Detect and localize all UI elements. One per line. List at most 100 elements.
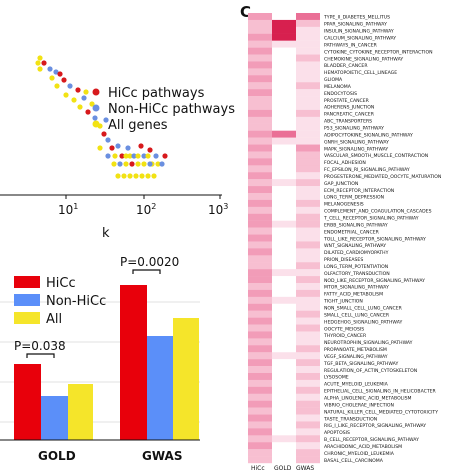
heatmap-cell bbox=[272, 310, 296, 318]
scatter-point bbox=[159, 161, 165, 167]
heatmap-row-label: SMALL_CELL_LUNG_CANCER bbox=[324, 312, 390, 318]
heatmap-cell bbox=[296, 296, 320, 304]
heatmap-row-label: TASTE_TRANSDUCTION bbox=[323, 416, 377, 422]
heatmap-cell bbox=[272, 75, 296, 83]
heatmap-row-label: OLFACTORY_TRANSDUCTION bbox=[324, 271, 390, 277]
heatmap-cell bbox=[248, 103, 272, 111]
heatmap-cell bbox=[296, 324, 320, 332]
scatter-point bbox=[67, 83, 73, 89]
scatter-point bbox=[147, 161, 153, 167]
scatter-point bbox=[125, 145, 131, 151]
heatmap-cell bbox=[272, 54, 296, 62]
heatmap-cell bbox=[296, 407, 320, 415]
scatter-point bbox=[109, 145, 115, 151]
heatmap-cell bbox=[248, 359, 272, 367]
scatter-x-ticks: 101 102 103 bbox=[58, 195, 228, 217]
heatmap-row-label: ARACHIDONIC_ACID_METABOLISM bbox=[324, 444, 402, 450]
heatmap-cell bbox=[272, 199, 296, 208]
legend-swatch-hicc bbox=[14, 276, 40, 288]
heatmap-cell bbox=[272, 151, 296, 159]
bar-gold-non-hicc bbox=[41, 396, 68, 440]
scatter-point bbox=[119, 153, 125, 159]
scatter-point bbox=[145, 173, 151, 179]
scatter-point bbox=[57, 71, 63, 77]
heatmap-cell bbox=[296, 303, 320, 311]
heatmap-cell bbox=[296, 421, 320, 429]
heatmap-cell bbox=[272, 40, 296, 48]
heatmap-row-label: NEUROTROPHIN_SIGNALING_PATHWAY bbox=[324, 340, 413, 346]
scatter-point bbox=[151, 173, 157, 179]
heatmap-cell bbox=[296, 130, 320, 138]
legend-label-hicc: HiCc bbox=[46, 276, 76, 291]
heatmap-cell bbox=[272, 33, 296, 41]
heatmap-cell bbox=[272, 103, 296, 111]
heatmap-cell bbox=[272, 442, 296, 450]
heatmap-row-label: DILATED_CARDIOMYOPATHY bbox=[324, 250, 389, 256]
heatmap-cell bbox=[296, 47, 320, 55]
heatmap-cell bbox=[272, 414, 296, 422]
scatter-point bbox=[139, 173, 145, 179]
bar-gwas-all bbox=[173, 318, 199, 440]
heatmap-cell bbox=[248, 19, 272, 28]
heatmap-cell bbox=[296, 220, 320, 228]
heatmap-row-label: B_CELL_RECEPTOR_SIGNALING_PATHWAY bbox=[324, 437, 419, 443]
heatmap-row-label: PPAR_SIGNALING_PATHWAY bbox=[324, 22, 387, 28]
legend-label-all-genes: All genes bbox=[108, 118, 168, 133]
heatmap-row-label: ALPHA_LINOLENIC_ACID_METABOLISM bbox=[324, 395, 412, 401]
heatmap-cell bbox=[272, 179, 296, 187]
scatter-point bbox=[63, 92, 69, 98]
scatter-point bbox=[75, 87, 81, 93]
heatmap-cell bbox=[272, 137, 296, 145]
scatter-point bbox=[61, 77, 67, 83]
heatmap-cell bbox=[272, 19, 296, 28]
legend-marker-all-genes bbox=[92, 120, 100, 128]
heatmap-row-label: LYSOSOME bbox=[324, 375, 349, 381]
heatmap-cell bbox=[248, 352, 272, 360]
heatmap-cell bbox=[296, 144, 320, 152]
heatmap-cell bbox=[272, 421, 296, 429]
bar-gwas-non-hicc bbox=[147, 336, 173, 440]
heatmap-cell bbox=[296, 359, 320, 367]
scatter-point bbox=[54, 83, 60, 89]
heatmap-cell bbox=[296, 137, 320, 145]
heatmap-cell bbox=[272, 213, 296, 221]
heatmap-cell bbox=[296, 310, 320, 318]
heatmap-cell bbox=[296, 373, 320, 381]
heatmap-cell bbox=[296, 54, 320, 62]
heatmap-row-label: LONG_TERM_POTENTIATION bbox=[324, 264, 388, 270]
heatmap-cell bbox=[296, 227, 320, 235]
scatter-point bbox=[155, 161, 161, 167]
heatmap-cell bbox=[248, 130, 272, 138]
legend-marker-non-hicc-pathways bbox=[92, 104, 100, 112]
heatmap-cell bbox=[296, 338, 320, 346]
heatmap-cell bbox=[272, 109, 296, 118]
heatmap-cell bbox=[248, 296, 272, 304]
heatmap-cell bbox=[272, 248, 296, 256]
heatmap-cell bbox=[296, 151, 320, 159]
heatmap-cell bbox=[296, 400, 320, 408]
heatmap-cell bbox=[248, 435, 272, 443]
significance-gold: P=0.038 bbox=[14, 339, 66, 358]
scatter-points bbox=[35, 55, 168, 179]
bar-legend: HiCc Non-HiCc All bbox=[14, 276, 106, 327]
heatmap-cell bbox=[296, 61, 320, 69]
legend-label-non-hicc: Non-HiCc bbox=[46, 294, 106, 309]
heatmap-row-label: CYTOKINE_CYTOKINE_RECEPTOR_INTERACTION bbox=[324, 49, 433, 55]
heatmap-row-label: CHRONIC_MYELOID_LEUKEMIA bbox=[324, 451, 395, 457]
heatmap-cell bbox=[272, 241, 296, 249]
scatter-point bbox=[37, 55, 43, 61]
heatmap-row-label: BLADDER_CANCER bbox=[324, 63, 368, 69]
heatmap-cell bbox=[272, 435, 296, 443]
heatmap-row-label: TIGHT_JUNCTION bbox=[323, 299, 363, 305]
heatmap-cell bbox=[248, 151, 272, 159]
heatmap-cell bbox=[272, 400, 296, 408]
gwas-bar-group bbox=[120, 285, 199, 440]
heatmap-cell bbox=[248, 220, 272, 228]
heatmap-cell bbox=[296, 68, 320, 76]
heatmap-cell bbox=[248, 366, 272, 374]
heatmap-cell bbox=[272, 61, 296, 69]
heatmap-cell bbox=[248, 379, 272, 388]
heatmap-cell bbox=[272, 68, 296, 76]
heatmap-cell bbox=[248, 193, 272, 201]
